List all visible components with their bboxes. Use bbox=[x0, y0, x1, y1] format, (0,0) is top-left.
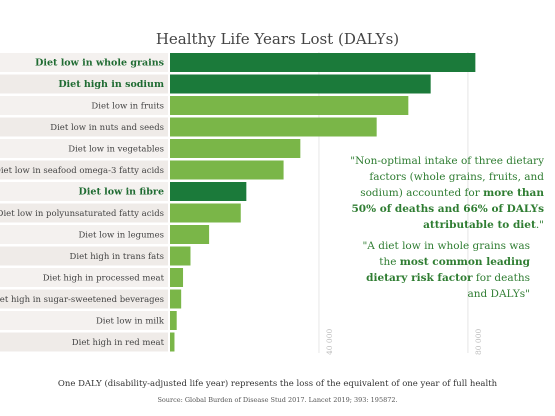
category-label: Diet low in vegetables bbox=[68, 145, 164, 155]
category-label: Diet high in sodium bbox=[58, 79, 164, 90]
row-label-background bbox=[0, 96, 168, 115]
quote-three-factors: "Non-optimal intake of three dietary fac… bbox=[348, 153, 544, 233]
category-label: Diet low in nuts and seeds bbox=[50, 123, 164, 133]
bar bbox=[170, 139, 301, 158]
x-tick-label: 40 000 bbox=[325, 329, 334, 355]
row-label-background bbox=[0, 289, 168, 309]
quote1-text: "Non-optimal intake of three dietary fac… bbox=[350, 155, 544, 199]
quote1-end: ." bbox=[535, 219, 544, 231]
x-tick-label: 80 000 bbox=[474, 329, 483, 355]
category-label: Diet low in fibre bbox=[79, 187, 164, 198]
category-label: Diet low in fruits bbox=[91, 102, 164, 112]
row-label-background bbox=[0, 268, 168, 287]
row-label-background bbox=[0, 311, 168, 330]
row-label-background bbox=[0, 74, 168, 94]
chart-title: Healthy Life Years Lost (DALYs) bbox=[155, 30, 400, 48]
category-label: Diet high in processed meat bbox=[43, 274, 165, 284]
row-label-background bbox=[0, 117, 168, 137]
bar bbox=[170, 225, 210, 244]
bar bbox=[170, 332, 175, 352]
category-label: Diet low in whole grains bbox=[35, 58, 164, 69]
dalys-footnote: One DALY (disability-adjusted life year)… bbox=[57, 379, 498, 389]
row-label-background bbox=[0, 182, 168, 201]
category-label: Diet high in trans fats bbox=[70, 252, 164, 262]
category-label: Diet high in red meat bbox=[72, 338, 165, 348]
bar bbox=[170, 268, 184, 287]
category-label: Diet low in legumes bbox=[78, 231, 164, 241]
bar bbox=[170, 74, 431, 94]
row-label-background bbox=[0, 139, 168, 158]
quote2-text: "A diet low in whole grains was the bbox=[362, 240, 530, 268]
row-label-background bbox=[0, 203, 168, 223]
category-label: Diet low in seafood omega-3 fatty acids bbox=[0, 166, 164, 176]
row-label-background bbox=[0, 225, 168, 244]
quote-whole-grains: "A diet low in whole grains was the most… bbox=[360, 238, 530, 302]
row-label-background bbox=[0, 53, 168, 72]
category-label: Diet high in sugar-sweetened beverages bbox=[0, 295, 164, 305]
row-label-background bbox=[0, 246, 168, 266]
bar bbox=[170, 289, 182, 309]
row-label-background bbox=[0, 332, 168, 352]
source-note: Source: Global Burden of Disease Stud 20… bbox=[157, 396, 398, 404]
bar bbox=[170, 203, 241, 223]
bar bbox=[170, 117, 377, 137]
row-label-background bbox=[0, 160, 168, 180]
bar bbox=[170, 53, 476, 72]
bar bbox=[170, 311, 177, 330]
quote2-end: for deaths and DALYs" bbox=[467, 272, 530, 300]
bar bbox=[170, 96, 409, 115]
bar bbox=[170, 182, 247, 201]
category-label: Diet low in polyunsaturated fatty acids bbox=[0, 209, 164, 219]
quote2-bold: most common leading dietary risk factor bbox=[366, 256, 530, 284]
bar bbox=[170, 160, 284, 180]
bar bbox=[170, 246, 191, 266]
quote1-bold: more than 50% of deaths and 66% of DALYs… bbox=[351, 187, 544, 231]
category-label: Diet low in milk bbox=[96, 317, 165, 327]
